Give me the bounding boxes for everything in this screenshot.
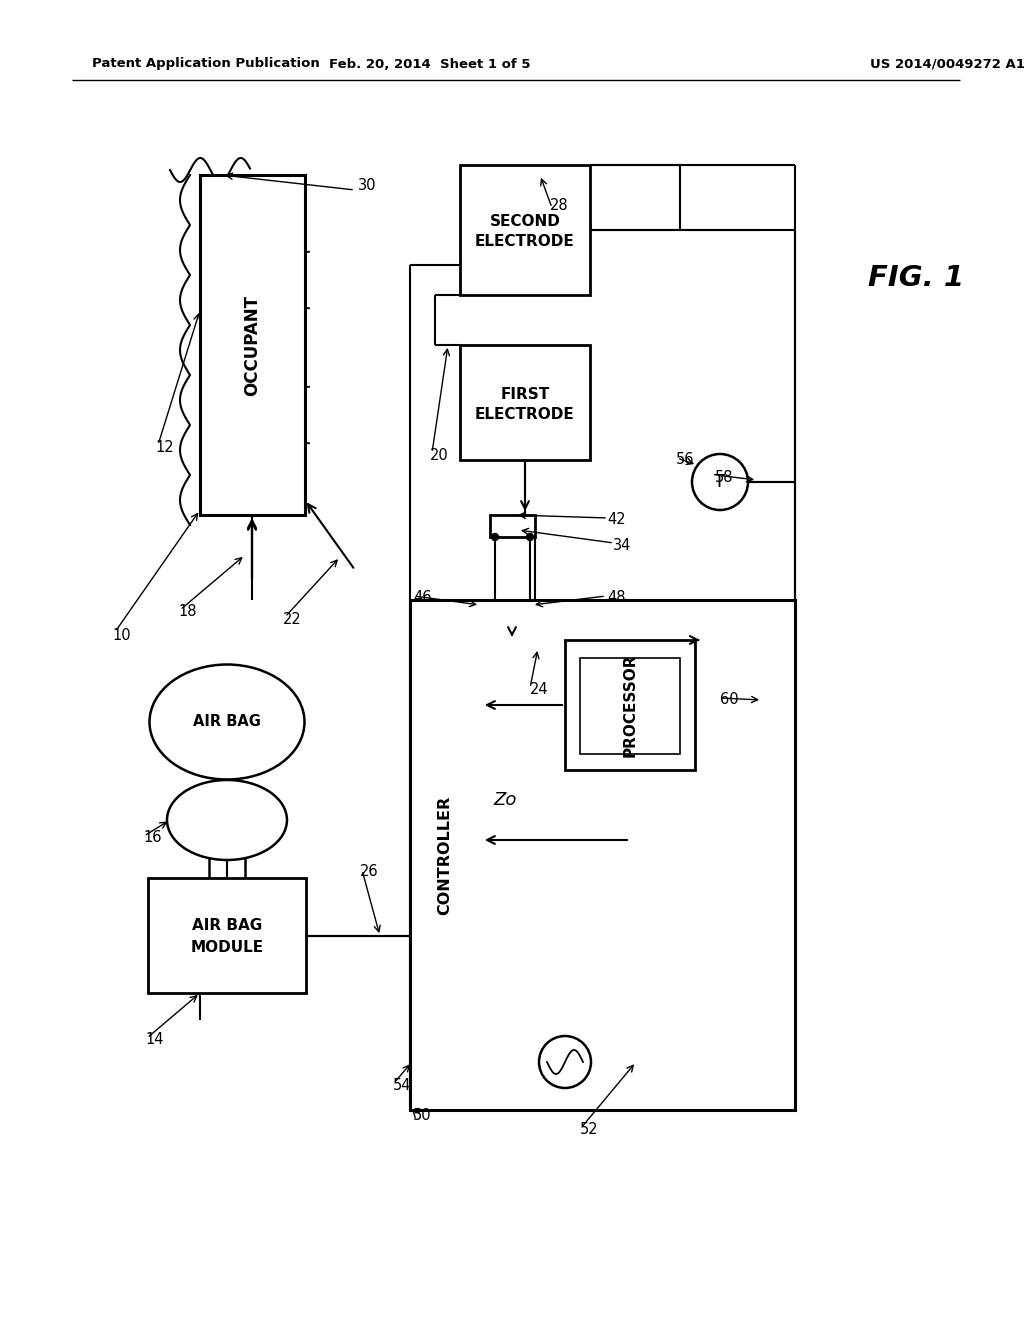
- Text: 20: 20: [430, 447, 449, 462]
- Circle shape: [492, 533, 499, 540]
- Text: 60: 60: [720, 693, 738, 708]
- Circle shape: [692, 454, 748, 510]
- Text: 14: 14: [145, 1032, 164, 1048]
- Text: CONTROLLER: CONTROLLER: [437, 796, 453, 915]
- Text: 12: 12: [155, 440, 174, 454]
- Text: AIR BAG: AIR BAG: [194, 714, 261, 730]
- Bar: [460, 165, 590, 294]
- Text: 18: 18: [178, 605, 197, 619]
- Text: 56: 56: [676, 453, 694, 467]
- Text: 34: 34: [613, 537, 632, 553]
- Bar: [460, 345, 590, 459]
- Text: PROCESSOR: PROCESSOR: [623, 653, 638, 756]
- Text: Zo: Zo: [494, 791, 517, 809]
- Text: 10: 10: [112, 627, 131, 643]
- Text: FIG. 1: FIG. 1: [868, 264, 965, 292]
- Circle shape: [526, 533, 534, 540]
- Text: ELECTRODE: ELECTRODE: [475, 235, 574, 249]
- Circle shape: [539, 1036, 591, 1088]
- Text: 42: 42: [607, 512, 626, 528]
- Text: Patent Application Publication: Patent Application Publication: [92, 58, 319, 70]
- Text: 48: 48: [607, 590, 626, 606]
- Text: 52: 52: [580, 1122, 599, 1138]
- Bar: [580, 657, 680, 754]
- Bar: [200, 176, 305, 515]
- Text: 24: 24: [530, 682, 549, 697]
- Bar: [565, 640, 695, 770]
- Bar: [490, 515, 535, 537]
- Text: T: T: [715, 473, 726, 491]
- Text: 16: 16: [143, 830, 162, 846]
- Text: ELECTRODE: ELECTRODE: [475, 407, 574, 422]
- Bar: [148, 878, 306, 993]
- Text: 58: 58: [715, 470, 733, 484]
- Text: 26: 26: [360, 865, 379, 879]
- Text: SECOND: SECOND: [489, 214, 560, 230]
- Text: 46: 46: [413, 590, 431, 606]
- Text: FIRST: FIRST: [501, 387, 550, 403]
- Text: 54: 54: [393, 1077, 412, 1093]
- Ellipse shape: [150, 664, 304, 780]
- Bar: [410, 601, 795, 1110]
- Text: 50: 50: [413, 1107, 432, 1122]
- Text: US 2014/0049272 A1: US 2014/0049272 A1: [870, 58, 1024, 70]
- Text: 22: 22: [283, 612, 302, 627]
- Text: Feb. 20, 2014  Sheet 1 of 5: Feb. 20, 2014 Sheet 1 of 5: [330, 58, 530, 70]
- Text: 30: 30: [358, 177, 377, 193]
- Text: AIR BAG: AIR BAG: [191, 917, 262, 933]
- Text: OCCUPANT: OCCUPANT: [244, 294, 261, 396]
- Ellipse shape: [167, 780, 287, 861]
- Text: 28: 28: [550, 198, 568, 213]
- Text: MODULE: MODULE: [190, 940, 263, 954]
